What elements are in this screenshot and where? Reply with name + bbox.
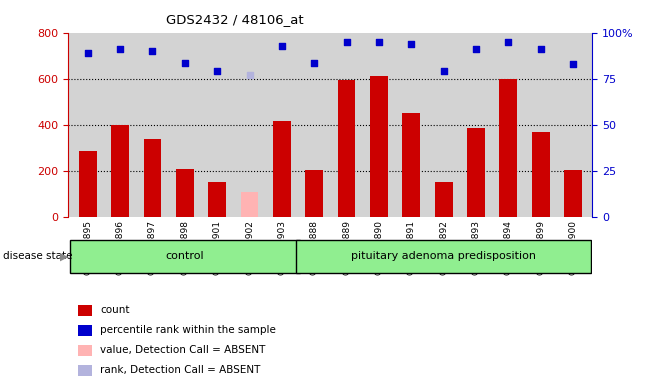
Point xyxy=(115,46,126,52)
Point xyxy=(438,68,449,74)
Bar xyxy=(532,132,549,217)
Bar xyxy=(467,128,485,217)
Text: control: control xyxy=(165,251,204,262)
Text: ▶: ▶ xyxy=(60,251,68,262)
Bar xyxy=(564,170,582,217)
Bar xyxy=(176,169,194,217)
Bar xyxy=(296,240,591,273)
Point xyxy=(471,46,481,52)
Point xyxy=(568,61,578,67)
Point xyxy=(244,72,255,78)
Bar xyxy=(70,240,299,273)
Point xyxy=(277,43,287,50)
Point xyxy=(83,50,93,56)
Bar xyxy=(370,76,388,217)
Text: pituitary adenoma predisposition: pituitary adenoma predisposition xyxy=(351,251,536,262)
Point xyxy=(212,68,223,74)
Point xyxy=(309,60,320,66)
Text: count: count xyxy=(100,305,130,315)
Point xyxy=(374,39,384,45)
Text: disease state: disease state xyxy=(3,251,73,262)
Point xyxy=(535,46,546,52)
Bar xyxy=(402,113,420,217)
Bar xyxy=(241,192,258,217)
Bar xyxy=(144,139,161,217)
Point xyxy=(147,48,158,54)
Bar xyxy=(273,121,291,217)
Bar xyxy=(435,182,452,217)
Point xyxy=(180,60,190,66)
Text: percentile rank within the sample: percentile rank within the sample xyxy=(100,325,276,335)
Point xyxy=(341,39,352,45)
Text: value, Detection Call = ABSENT: value, Detection Call = ABSENT xyxy=(100,345,266,355)
Point xyxy=(406,41,417,47)
Bar xyxy=(111,125,129,217)
Text: rank, Detection Call = ABSENT: rank, Detection Call = ABSENT xyxy=(100,365,260,375)
Text: GDS2432 / 48106_at: GDS2432 / 48106_at xyxy=(165,13,303,26)
Bar xyxy=(79,151,96,217)
Point xyxy=(503,39,514,45)
Bar xyxy=(208,182,226,217)
Bar xyxy=(499,79,517,217)
Bar xyxy=(305,170,323,217)
Bar xyxy=(338,80,355,217)
